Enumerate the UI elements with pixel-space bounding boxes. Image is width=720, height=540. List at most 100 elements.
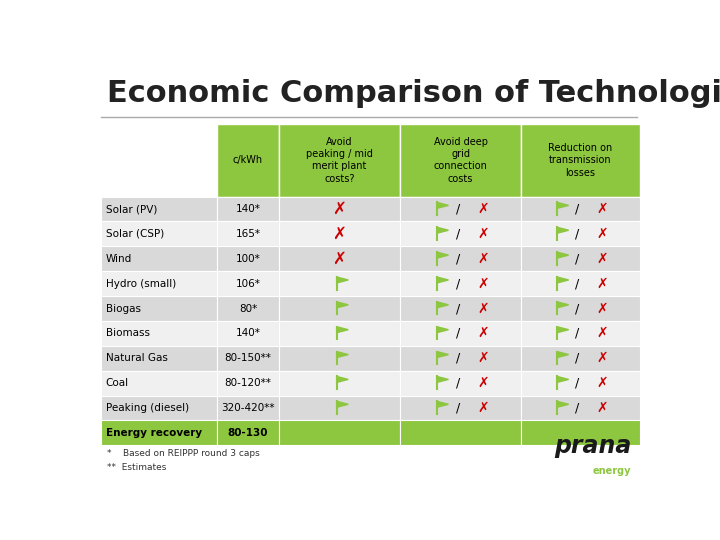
- Text: Avoid deep
grid
connection
costs: Avoid deep grid connection costs: [433, 137, 487, 184]
- FancyBboxPatch shape: [521, 124, 639, 197]
- Polygon shape: [437, 202, 449, 208]
- Text: 140*: 140*: [235, 204, 261, 214]
- FancyBboxPatch shape: [217, 296, 279, 321]
- Text: /: /: [456, 352, 460, 365]
- Text: Coal: Coal: [106, 378, 129, 388]
- Text: Biogas: Biogas: [106, 303, 140, 314]
- FancyBboxPatch shape: [521, 197, 639, 221]
- FancyBboxPatch shape: [279, 346, 400, 370]
- Text: ✗: ✗: [477, 227, 489, 241]
- Polygon shape: [437, 327, 449, 333]
- Polygon shape: [337, 277, 348, 283]
- Polygon shape: [437, 401, 449, 407]
- Text: Peaking (diesel): Peaking (diesel): [106, 403, 189, 413]
- Polygon shape: [557, 352, 569, 357]
- Text: 100*: 100*: [235, 254, 260, 264]
- Polygon shape: [557, 202, 569, 208]
- FancyBboxPatch shape: [521, 271, 639, 296]
- Text: /: /: [456, 376, 460, 389]
- FancyBboxPatch shape: [521, 421, 639, 446]
- Polygon shape: [437, 302, 449, 308]
- Text: Solar (CSP): Solar (CSP): [106, 229, 164, 239]
- FancyBboxPatch shape: [101, 124, 217, 197]
- Text: 80-120**: 80-120**: [225, 378, 271, 388]
- FancyBboxPatch shape: [400, 421, 521, 446]
- Text: ✗: ✗: [597, 401, 608, 415]
- Text: /: /: [575, 227, 580, 240]
- Polygon shape: [437, 227, 449, 233]
- FancyBboxPatch shape: [217, 321, 279, 346]
- Text: Hydro (small): Hydro (small): [106, 279, 176, 289]
- FancyBboxPatch shape: [279, 421, 400, 446]
- Text: 140*: 140*: [235, 328, 261, 339]
- FancyBboxPatch shape: [521, 246, 639, 271]
- FancyBboxPatch shape: [400, 370, 521, 395]
- Text: Natural Gas: Natural Gas: [106, 353, 168, 363]
- Polygon shape: [437, 376, 449, 382]
- Text: Reduction on
transmission
losses: Reduction on transmission losses: [548, 143, 613, 178]
- Text: /: /: [575, 376, 580, 389]
- Text: Solar (PV): Solar (PV): [106, 204, 157, 214]
- Polygon shape: [458, 426, 469, 432]
- Text: ✗: ✗: [477, 202, 489, 216]
- FancyBboxPatch shape: [101, 421, 217, 446]
- Text: 106*: 106*: [235, 279, 261, 289]
- Text: 80*: 80*: [239, 303, 257, 314]
- FancyBboxPatch shape: [521, 296, 639, 321]
- Text: ✗: ✗: [597, 252, 608, 266]
- Text: /: /: [575, 327, 580, 340]
- Text: ✗: ✗: [333, 250, 346, 268]
- FancyBboxPatch shape: [217, 124, 279, 197]
- FancyBboxPatch shape: [400, 271, 521, 296]
- Text: ✗: ✗: [477, 376, 489, 390]
- Polygon shape: [337, 302, 348, 308]
- FancyBboxPatch shape: [101, 296, 217, 321]
- FancyBboxPatch shape: [217, 395, 279, 421]
- Text: Economic Comparison of Technologies: Economic Comparison of Technologies: [107, 79, 720, 109]
- Text: ✗: ✗: [477, 276, 489, 291]
- FancyBboxPatch shape: [279, 124, 400, 197]
- Text: ✗: ✗: [477, 252, 489, 266]
- Text: ✗: ✗: [597, 376, 608, 390]
- FancyBboxPatch shape: [101, 246, 217, 271]
- Text: ✗: ✗: [597, 227, 608, 241]
- FancyBboxPatch shape: [521, 321, 639, 346]
- Text: /: /: [575, 252, 580, 265]
- FancyBboxPatch shape: [279, 246, 400, 271]
- Text: ✗: ✗: [597, 301, 608, 315]
- Text: /: /: [575, 352, 580, 365]
- FancyBboxPatch shape: [101, 370, 217, 395]
- Text: ✗: ✗: [333, 225, 346, 243]
- Text: /: /: [456, 227, 460, 240]
- Polygon shape: [557, 327, 569, 333]
- Text: ✗: ✗: [477, 401, 489, 415]
- FancyBboxPatch shape: [521, 346, 639, 370]
- FancyBboxPatch shape: [400, 197, 521, 221]
- FancyBboxPatch shape: [400, 221, 521, 246]
- FancyBboxPatch shape: [279, 271, 400, 296]
- FancyBboxPatch shape: [217, 421, 279, 446]
- Text: Avoid
peaking / mid
merit plant
costs?: Avoid peaking / mid merit plant costs?: [306, 137, 373, 184]
- FancyBboxPatch shape: [217, 246, 279, 271]
- FancyBboxPatch shape: [521, 221, 639, 246]
- FancyBboxPatch shape: [101, 321, 217, 346]
- FancyBboxPatch shape: [217, 197, 279, 221]
- Text: /: /: [456, 252, 460, 265]
- FancyBboxPatch shape: [217, 221, 279, 246]
- FancyBboxPatch shape: [279, 321, 400, 346]
- Text: prana: prana: [554, 434, 631, 458]
- Polygon shape: [337, 401, 348, 407]
- FancyBboxPatch shape: [400, 124, 521, 197]
- FancyBboxPatch shape: [400, 246, 521, 271]
- FancyBboxPatch shape: [400, 321, 521, 346]
- Text: 165*: 165*: [235, 229, 261, 239]
- FancyBboxPatch shape: [521, 395, 639, 421]
- Polygon shape: [337, 426, 348, 432]
- Polygon shape: [557, 277, 569, 283]
- Text: ✗: ✗: [477, 351, 489, 365]
- Text: ✗: ✗: [597, 276, 608, 291]
- FancyBboxPatch shape: [217, 271, 279, 296]
- Text: ✗: ✗: [597, 351, 608, 365]
- Text: ✗: ✗: [597, 326, 608, 340]
- Text: Energy recovery: Energy recovery: [106, 428, 202, 438]
